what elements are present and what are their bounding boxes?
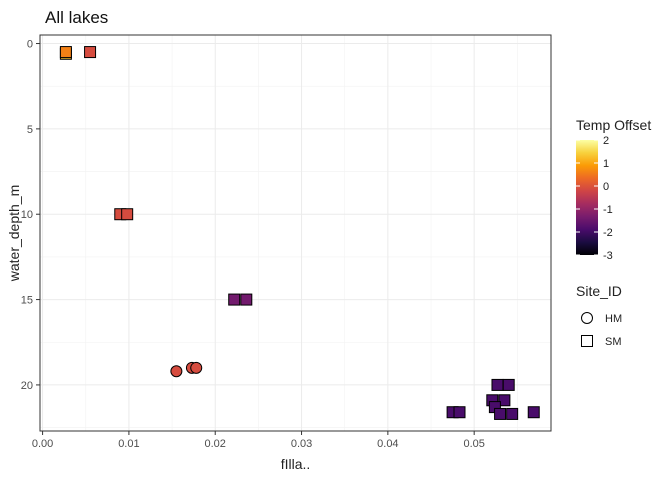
- x-tick-label: 0.04: [377, 438, 398, 450]
- color-bar-ticks: 2 1 0 -1 -2 -3: [576, 135, 613, 262]
- data-point-sm: [498, 394, 511, 407]
- data-point-sm: [228, 293, 241, 306]
- x-tick-label: 0.02: [205, 438, 226, 450]
- data-point-hm: [190, 361, 203, 374]
- x-tick-label: 0.03: [291, 438, 312, 450]
- x-axis-title: fIlla..: [281, 456, 311, 472]
- major-gridlines: [40, 35, 551, 431]
- data-point-sm: [527, 406, 540, 419]
- color-bar-tick-label: 2: [603, 135, 609, 147]
- plot-panel: [39, 34, 552, 432]
- legend-key-label: SM: [605, 336, 622, 348]
- color-bar-tick-label: 0: [603, 181, 609, 193]
- chart-title: All lakes: [45, 8, 108, 27]
- y-tick-label: 5: [27, 124, 33, 136]
- data-point-sm: [240, 293, 253, 306]
- data-point-hm: [170, 365, 183, 378]
- x-axis: 0.00 0.01 0.02 0.03 0.04 0.05: [32, 431, 485, 450]
- legend-key-label: HM: [605, 313, 622, 325]
- data-point-sm: [453, 406, 466, 419]
- data-point-sm: [121, 208, 134, 221]
- y-axis: 0 5 10 15 20: [21, 39, 40, 392]
- color-bar-tick-label: 1: [603, 158, 609, 170]
- plot-background: [40, 35, 551, 431]
- color-bar-tick-label: -2: [603, 227, 613, 239]
- color-bar-tick-label: -1: [603, 204, 613, 216]
- data-point-sm: [506, 407, 519, 420]
- plot-border: [39, 34, 552, 432]
- legend-key-circle: [581, 312, 593, 324]
- color-bar-tick-label: -3: [603, 250, 613, 262]
- y-tick-label: 10: [21, 209, 33, 221]
- color-legend-title: Temp Offset: [576, 117, 651, 133]
- data-point-sm: [59, 46, 72, 59]
- data-point-sm: [502, 378, 515, 391]
- data-point-sm: [84, 46, 97, 59]
- x-tick-label: 0.00: [32, 438, 53, 450]
- data-point-sm: [494, 407, 507, 420]
- shape-legend: Site_ID HM SM: [576, 283, 622, 348]
- data-point-sm: [491, 378, 504, 391]
- y-tick-label: 0: [27, 39, 33, 51]
- shape-legend-title: Site_ID: [576, 283, 622, 299]
- color-legend: Temp Offset 2 1 0 -1 -2 -3: [576, 117, 651, 262]
- y-axis-title: water_depth_m: [6, 185, 22, 283]
- data-points: [59, 46, 540, 420]
- x-tick-label: 0.05: [463, 438, 484, 450]
- x-tick-label: 0.01: [118, 438, 139, 450]
- legend-key-square: [581, 335, 593, 347]
- y-tick-label: 20: [21, 380, 33, 392]
- y-tick-label: 15: [21, 295, 33, 307]
- color-bar: [576, 140, 598, 255]
- minor-gridlines: [40, 35, 551, 431]
